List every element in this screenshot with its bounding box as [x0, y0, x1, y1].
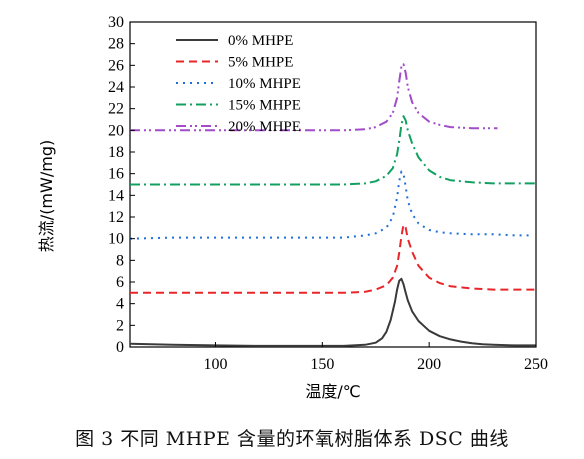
series-line-0: [129, 277, 536, 347]
y-tick-label: 14: [108, 187, 124, 204]
x-tick-label: 150: [310, 356, 334, 373]
y-tick-label: 4: [116, 296, 124, 313]
legend-label: 10% MHPE: [228, 76, 301, 92]
series-line-3: [130, 115, 536, 186]
figure-caption: 图 3 不同 MHPE 含量的环氧树脂体系 DSC 曲线: [75, 428, 509, 450]
y-tick-label: 16: [108, 166, 124, 183]
series-line-4: [130, 63, 498, 132]
y-tick-label: 2: [116, 317, 124, 334]
y-tick-label: 20: [108, 122, 124, 139]
y-tick-label: 8: [116, 252, 124, 269]
y-axis-title: 热流/(mW/mg): [37, 140, 56, 252]
legend-label: 0% MHPE: [228, 33, 293, 49]
x-axis-title: 温度/℃: [305, 382, 360, 401]
legend: 0% MHPE 5% MHPE 10% MHPE 15% MHPE 20% MHPE: [176, 33, 301, 135]
x-tick-label: 200: [417, 356, 441, 373]
y-tick-label: 6: [116, 274, 124, 291]
y-tick-label: 22: [108, 101, 124, 118]
y-tick-label: 28: [108, 36, 124, 53]
y-tick-label: 30: [108, 14, 124, 31]
series-line-1: [130, 223, 536, 294]
y-tick-label: 26: [108, 57, 124, 74]
y-tick-label: 0: [116, 339, 124, 356]
x-tick-label: 250: [524, 356, 548, 373]
y-tick-label: 10: [108, 231, 124, 248]
legend-label: 20% MHPE: [228, 119, 301, 135]
y-tick-label: 18: [108, 144, 124, 161]
series-layer: [129, 63, 536, 347]
series-line-2: [129, 170, 532, 240]
legend-label: 5% MHPE: [228, 55, 293, 71]
legend-label: 15% MHPE: [228, 98, 301, 114]
y-tick-label: 24: [108, 79, 124, 96]
y-tick-label: 12: [108, 209, 124, 226]
x-tick-label: 100: [203, 356, 227, 373]
